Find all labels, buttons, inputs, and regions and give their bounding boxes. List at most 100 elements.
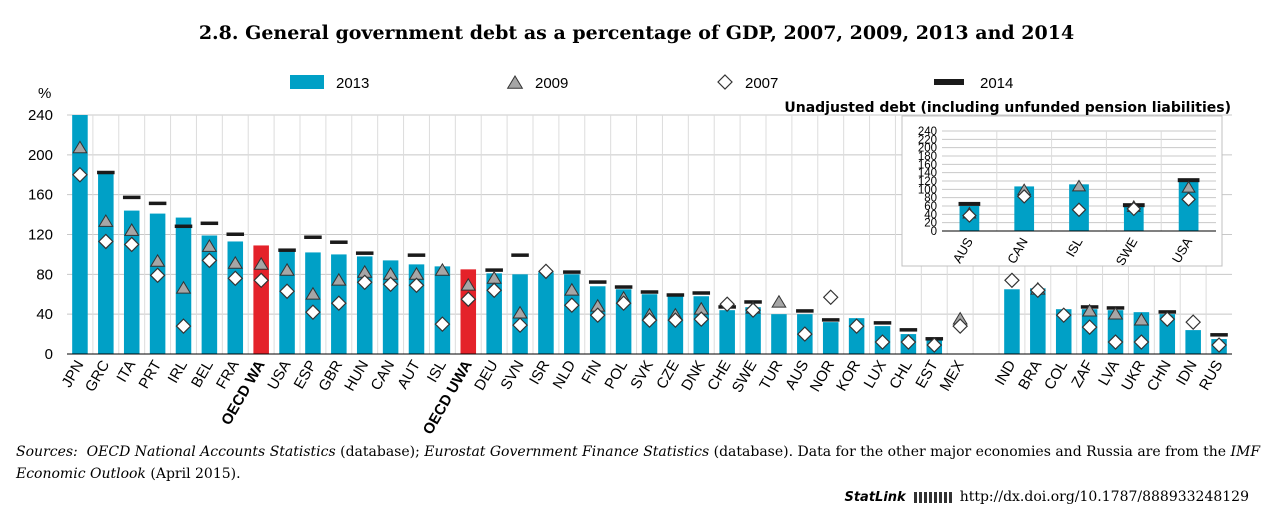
diamond-2007-bel <box>201 252 218 269</box>
diamond-2007-svk <box>641 312 658 328</box>
diamond-2007-chn <box>1159 311 1176 327</box>
diamond-2007-bra <box>1029 282 1046 299</box>
bar-2013-nor <box>822 322 839 354</box>
triangle-2009-irl <box>175 280 192 294</box>
y-tick-label: 120 <box>28 227 53 244</box>
dash-2014-nor <box>821 318 840 322</box>
legend-label-2013: 2013 <box>336 75 369 92</box>
inset-dash-2014-usa <box>1177 178 1200 183</box>
x-tick-label-svn: SVN <box>497 358 527 393</box>
sources-text-2: (database). Data for the other major eco… <box>709 444 1231 460</box>
inset-y-tick-label: 180 <box>918 151 937 163</box>
x-tick-label-isl: ISL <box>424 358 450 386</box>
diamond-2007-lva <box>1107 334 1124 350</box>
triangle-2009-bel <box>201 238 218 252</box>
bar-2013-col <box>1055 309 1072 354</box>
diamond-2007-rus <box>1211 337 1227 353</box>
diamond-2007-usa <box>279 283 295 300</box>
y-tick-label: 80 <box>36 266 53 283</box>
x-tick-label-deu: DEU <box>471 357 502 393</box>
inset-y-tick-label: 100 <box>918 184 937 196</box>
triangle-2009-isl <box>434 262 451 276</box>
bar-2013-usa <box>279 251 295 354</box>
chart-title: 2.8. General government debt as a percen… <box>198 22 1075 44</box>
sources-note: Sources: OECD National Accounts Statisti… <box>16 441 1261 485</box>
diamond-2007-dnk <box>693 311 710 327</box>
source-oecd-na: OECD National Accounts Statistics <box>86 444 336 460</box>
inset-y-tick-label: 200 <box>918 143 937 155</box>
diamond-2007-nor <box>822 289 839 306</box>
x-tick-label-chl: CHL <box>886 358 916 392</box>
bar-2013-idn <box>1185 330 1201 354</box>
dash-2014-dnk <box>692 291 711 295</box>
bar-2013-isr <box>538 272 554 354</box>
inset-diamond-2007-usa <box>1181 191 1196 207</box>
x-tick-label-rus: RUS <box>1196 358 1227 394</box>
inset-diamond-2007-swe <box>1126 201 1142 217</box>
legend-label-2014: 2014 <box>980 75 1013 92</box>
x-tick-label-prt: PRT <box>135 358 165 392</box>
dash-2014-grc <box>97 170 115 175</box>
diamond-2007-ukr <box>1133 334 1150 350</box>
dash-2014-esp <box>304 235 322 239</box>
dash-2014-cze <box>666 293 685 297</box>
x-tick-label-kor: KOR <box>833 357 864 394</box>
x-tick-label-col: COL <box>1041 358 1071 393</box>
bar-2013-che <box>719 310 735 354</box>
legend-swatch-2013 <box>290 75 324 89</box>
dash-2014-gbr <box>330 240 348 244</box>
triangle-2009-prt <box>149 253 166 267</box>
diamond-2007-esp <box>305 304 321 321</box>
inset-plot: Unadjusted debt (including unfunded pens… <box>784 100 1231 268</box>
dash-2014-rus <box>1210 333 1228 337</box>
dash-2014-bel <box>200 221 219 226</box>
x-tick-label-grc: GRC <box>82 357 113 395</box>
dash-2014-hun <box>355 251 374 255</box>
legend-dash-icon <box>934 79 964 85</box>
dash-2014-svk <box>640 290 659 294</box>
y-tick-label: 240 <box>28 107 53 124</box>
triangle-2009-esp <box>305 286 321 300</box>
statlink: StatLink http://dx.doi.org/10.1787/88893… <box>844 489 1249 505</box>
x-tick-label-bel: BEL <box>188 358 217 391</box>
bar-2013-fra <box>227 241 244 354</box>
dash-2014-aus <box>796 309 814 313</box>
dash-2014-lux <box>873 321 892 325</box>
x-tick-label-bra: BRA <box>1015 358 1045 393</box>
diamond-2007-fin <box>589 307 606 324</box>
diamond-2007-prt <box>149 267 166 284</box>
y-tick-label: 0 <box>45 346 53 363</box>
x-tick-label-aut: AUT <box>394 358 424 392</box>
diamond-2007-grc <box>97 233 114 250</box>
diamond-2007-ita <box>123 236 140 253</box>
triangle-2009-nld <box>564 282 580 296</box>
diamond-2007-chl <box>900 334 917 350</box>
sources-text-3: (April 2015). <box>145 466 241 482</box>
triangle-2009-oecd-uwa <box>460 277 476 291</box>
diamond-2007-svn <box>512 317 528 333</box>
dash-2014-svn <box>511 253 529 257</box>
diamond-2007-can <box>382 276 399 293</box>
inset-y-tick-label: 120 <box>918 176 937 188</box>
legend-label-2009: 2009 <box>535 75 568 92</box>
sources-prefix: Sources: <box>16 444 78 460</box>
x-tick-label-nld: NLD <box>550 357 580 392</box>
statlink-url[interactable]: http://dx.doi.org/10.1787/888933248129 <box>959 489 1249 505</box>
triangle-2009-usa <box>279 262 295 276</box>
triangle-2009-gbr <box>331 272 347 286</box>
diamond-2007-pol <box>615 295 632 312</box>
dash-2014-ita <box>122 195 141 200</box>
legend: 2013 2009 2007 2014 <box>290 74 1013 92</box>
y-tick-label: 40 <box>36 306 53 323</box>
bar-2013-tur <box>771 314 787 354</box>
dash-2014-chl <box>899 328 918 332</box>
dash-2014-usa <box>278 248 296 252</box>
diamond-2007-deu <box>486 282 503 299</box>
inset-title: Unadjusted debt (including unfunded pens… <box>784 100 1231 116</box>
dash-2014-deu <box>485 268 503 272</box>
diamond-2007-mex <box>952 318 969 334</box>
x-tick-label-lux: LUX <box>861 358 890 392</box>
bar-2013-chn <box>1159 314 1176 354</box>
x-tick-label-swe: SWE <box>729 358 761 396</box>
inset-y-tick-label: 80 <box>924 193 937 205</box>
